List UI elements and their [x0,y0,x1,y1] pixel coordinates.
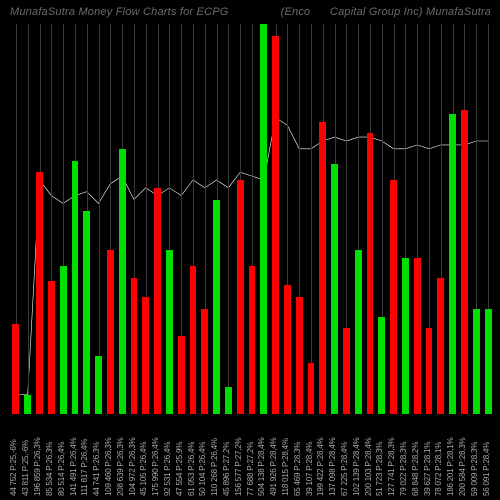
volume-bar [107,250,114,414]
x-axis-label: 80 514 P:26,4% [57,442,66,496]
volume-bar [72,161,79,415]
x-axis-label: 109 460 P:26,3% [104,438,113,496]
x-axis-label: 45 896 P:27,2% [222,442,231,496]
volume-bar [414,258,421,414]
grid-line [311,24,312,414]
money-flow-chart: MunafaSutra Money Flow Charts for ECPG (… [0,0,500,500]
volume-bar [131,278,138,415]
x-axis-label: 67 225 P:28,4% [340,442,349,496]
x-axis-label: 199 422 P:28,4% [316,438,325,496]
volume-bar [449,114,456,414]
volume-bar [83,211,90,414]
volume-bar [213,200,220,415]
volume-bar [284,285,291,414]
x-axis-label: 200 584 P:28,3% [458,438,467,496]
x-axis-label: 110 268 P:26,4% [210,438,219,496]
x-axis-label: 156 577 P:27,2% [234,438,243,496]
volume-bar [178,336,185,414]
volume-bar [142,297,149,414]
volume-bar [166,250,173,414]
x-axis-label: 104 972 P:26,3% [128,438,137,496]
volume-bar [12,324,19,414]
volume-bar [190,266,197,414]
volume-bar [225,387,232,414]
x-axis-label: 39 107 P:28,4% [305,442,314,496]
x-axis-label: 44 741 P:26,3% [92,442,101,496]
volume-bar [36,172,43,414]
volume-bar [60,266,67,414]
volume-bar [48,281,55,414]
volume-bar [331,164,338,414]
x-axis-label: 59 009 P:28,3% [470,442,479,496]
volume-bar [473,309,480,414]
volume-bar [390,180,397,414]
x-axis-label: 491 926 P:28,4% [269,438,278,496]
x-axis-label: 175 990 P:26,4% [151,438,160,496]
x-axis-label: 102 139 P:28,4% [352,438,361,496]
volume-bar [154,188,161,414]
title-part-1: MunafaSutra Money Flow Charts for ECPG [10,6,229,18]
x-axis-label: 39 627 P:28,1% [423,442,432,496]
x-axis-label: 137 098 P:28,4% [328,438,337,496]
volume-bar [95,356,102,415]
x-axis-labels: 44 752 P:25,-6%43 811 P:25,-6%196 859 P:… [10,414,494,500]
grid-line [228,24,229,414]
plot-area [10,24,494,414]
x-axis-label: 200 103 P:28,4% [364,438,373,496]
volume-bar [426,328,433,414]
volume-bar [249,266,256,414]
volume-bar [296,297,303,414]
x-axis-label: 141 491 P:26,4% [69,438,78,496]
volume-bar [308,363,315,414]
x-axis-label: 79 022 P:28,3% [399,442,408,496]
x-axis-label: 56 091 P:28,4% [482,442,491,496]
x-axis-label: 111 817 P:26,4% [80,439,89,496]
title-part-3: Capital Group Inc) MunafaSutra.com [330,6,490,18]
volume-bar [237,180,244,414]
volume-bar [272,36,279,414]
x-axis-label: 92 531 P:26,4% [163,442,172,496]
x-axis-label: 47 554 P:25,9% [175,442,184,496]
volume-bar [355,250,362,414]
x-axis-label: 44 752 P:25,-6% [9,439,18,496]
volume-bar [485,309,492,414]
x-axis-label: 186 201 P:28,1% [446,438,455,496]
grid-line [28,24,29,414]
x-axis-label: 77 688 P:27,2% [246,442,255,496]
x-axis-label: 208 639 P:26,3% [116,438,125,496]
volume-bar [119,149,126,414]
x-axis-label: 504 138 P:28,4% [257,438,266,496]
x-axis-label: 45 105 P:26,4% [139,442,148,496]
volume-bar [201,309,208,414]
x-axis-label: 127 741 P:28,3% [387,438,396,496]
volume-bar [343,328,350,414]
x-axis-label: 51 723 P:28,3% [375,442,384,496]
volume-bar [378,317,385,415]
x-axis-label: 78 072 P:28,1% [434,442,443,496]
title-part-2: (Enco [281,6,311,18]
x-axis-label: 196 859 P:26,3% [33,438,42,496]
volume-bar [402,258,409,414]
x-axis-label: 68 848 P:28,2% [411,442,420,496]
x-axis-label: 61 053 P:26,4% [187,442,196,496]
volume-bar [461,110,468,414]
volume-bar [260,24,267,414]
x-axis-label: 50 104 P:26,4% [198,442,207,496]
chart-title: MunafaSutra Money Flow Charts for ECPG (… [10,6,490,18]
volume-bar [24,395,31,415]
x-axis-label: 85 534 P:26,3% [45,442,54,496]
volume-bar [319,122,326,415]
x-axis-label: 43 811 P:25,-6% [21,440,30,496]
x-axis-label: 118 015 P:28,4% [281,438,290,496]
volume-bar [367,133,374,414]
x-axis-label: 65 469 P:28,3% [293,442,302,496]
volume-bar [437,278,444,415]
